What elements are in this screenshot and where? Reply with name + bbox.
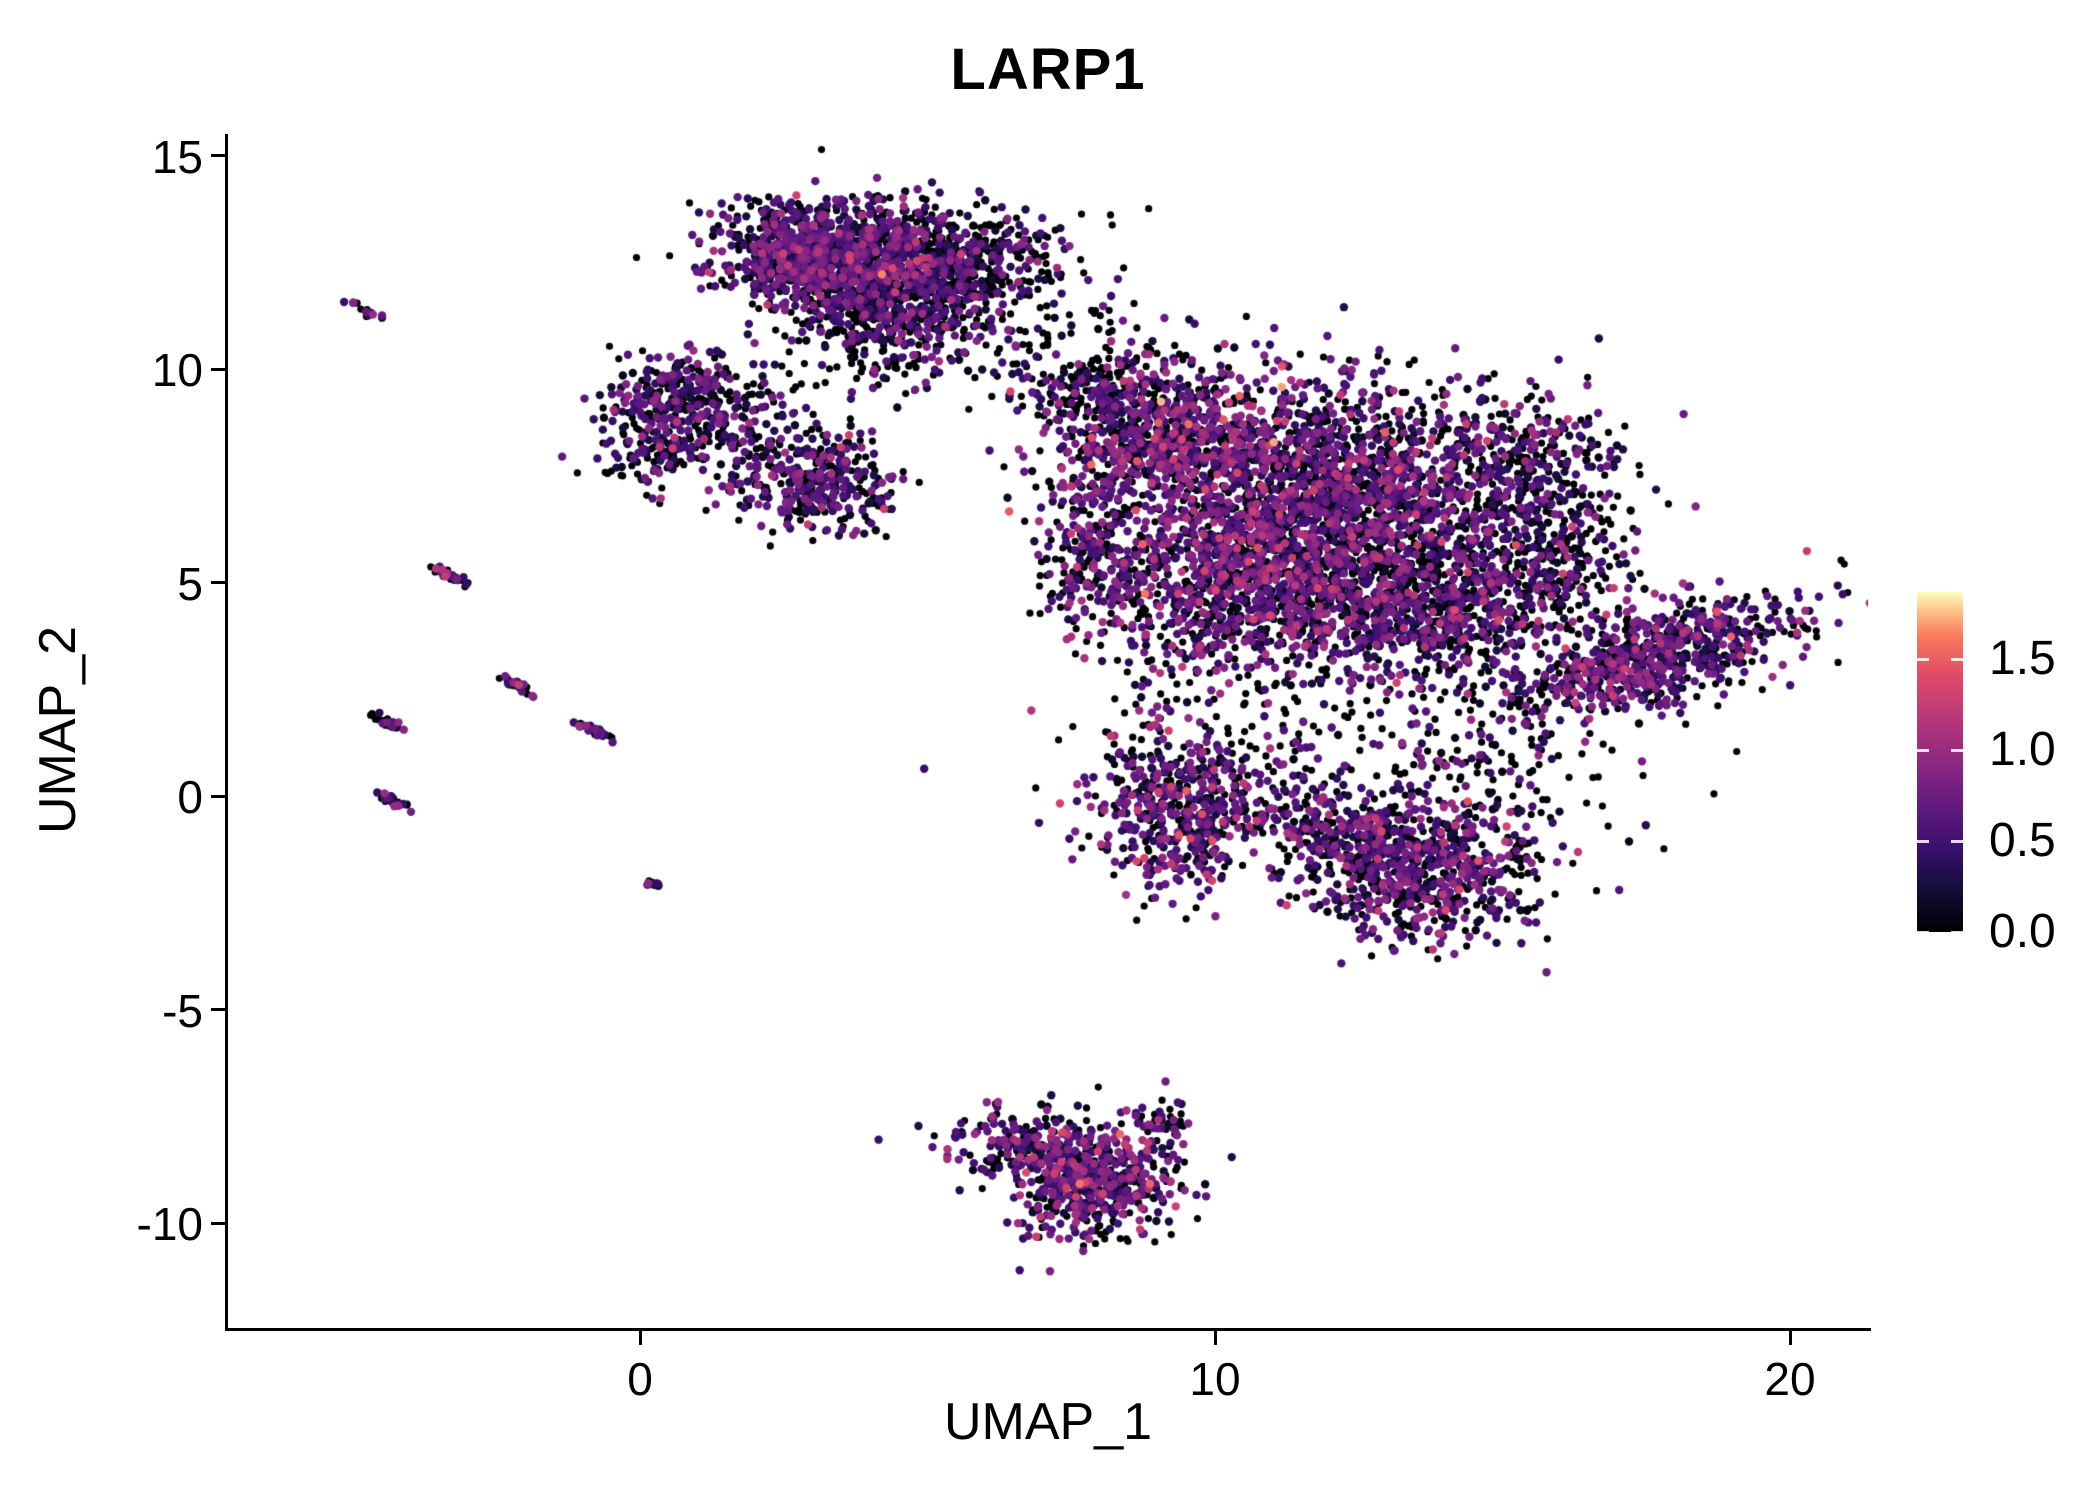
legend-tick-label: 1.0 [1989,723,2056,777]
legend-tick-mark [1917,748,1929,752]
y-tick-label: 15 [151,130,203,183]
y-axis-line [225,134,228,1331]
y-tick-mark [211,581,225,584]
y-tick-mark [211,1008,225,1011]
legend-tick-mark [1951,930,1963,934]
y-tick-label: -10 [136,1198,203,1250]
x-axis-title: UMAP_1 [943,1393,1153,1451]
x-tick-mark [1213,1331,1217,1345]
legend-tick-mark [1951,657,1963,661]
legend-tick-mark [1917,930,1929,934]
x-tick-label: 10 [1189,1353,1241,1405]
y-tick-label: -5 [162,984,203,1037]
y-tick-label: 10 [151,344,203,396]
legend-tick-label: 1.5 [1989,632,2056,686]
chart-title: LARP1 [950,37,1146,102]
legend-tick-mark [1917,839,1929,843]
legend-tick-label: 0.5 [1989,814,2056,868]
x-tick-label: 0 [627,1353,653,1405]
y-tick-mark [211,154,225,157]
y-tick-mark [211,794,225,798]
y-tick-label: 0 [177,771,203,823]
y-tick-label: 5 [177,557,203,610]
legend-tick-label: 0.0 [1989,905,2056,958]
x-tick-mark [1788,1331,1792,1345]
legend-tick-mark [1917,657,1929,661]
legend-gradient-bar [1917,592,1963,932]
y-tick-mark [211,1221,225,1225]
y-tick-mark [211,367,225,371]
x-axis-line [225,1328,1871,1331]
legend-tick-mark [1951,839,1963,843]
x-tick-mark [638,1331,642,1345]
x-tick-label: 20 [1764,1353,1816,1405]
legend-tick-mark [1951,748,1963,752]
